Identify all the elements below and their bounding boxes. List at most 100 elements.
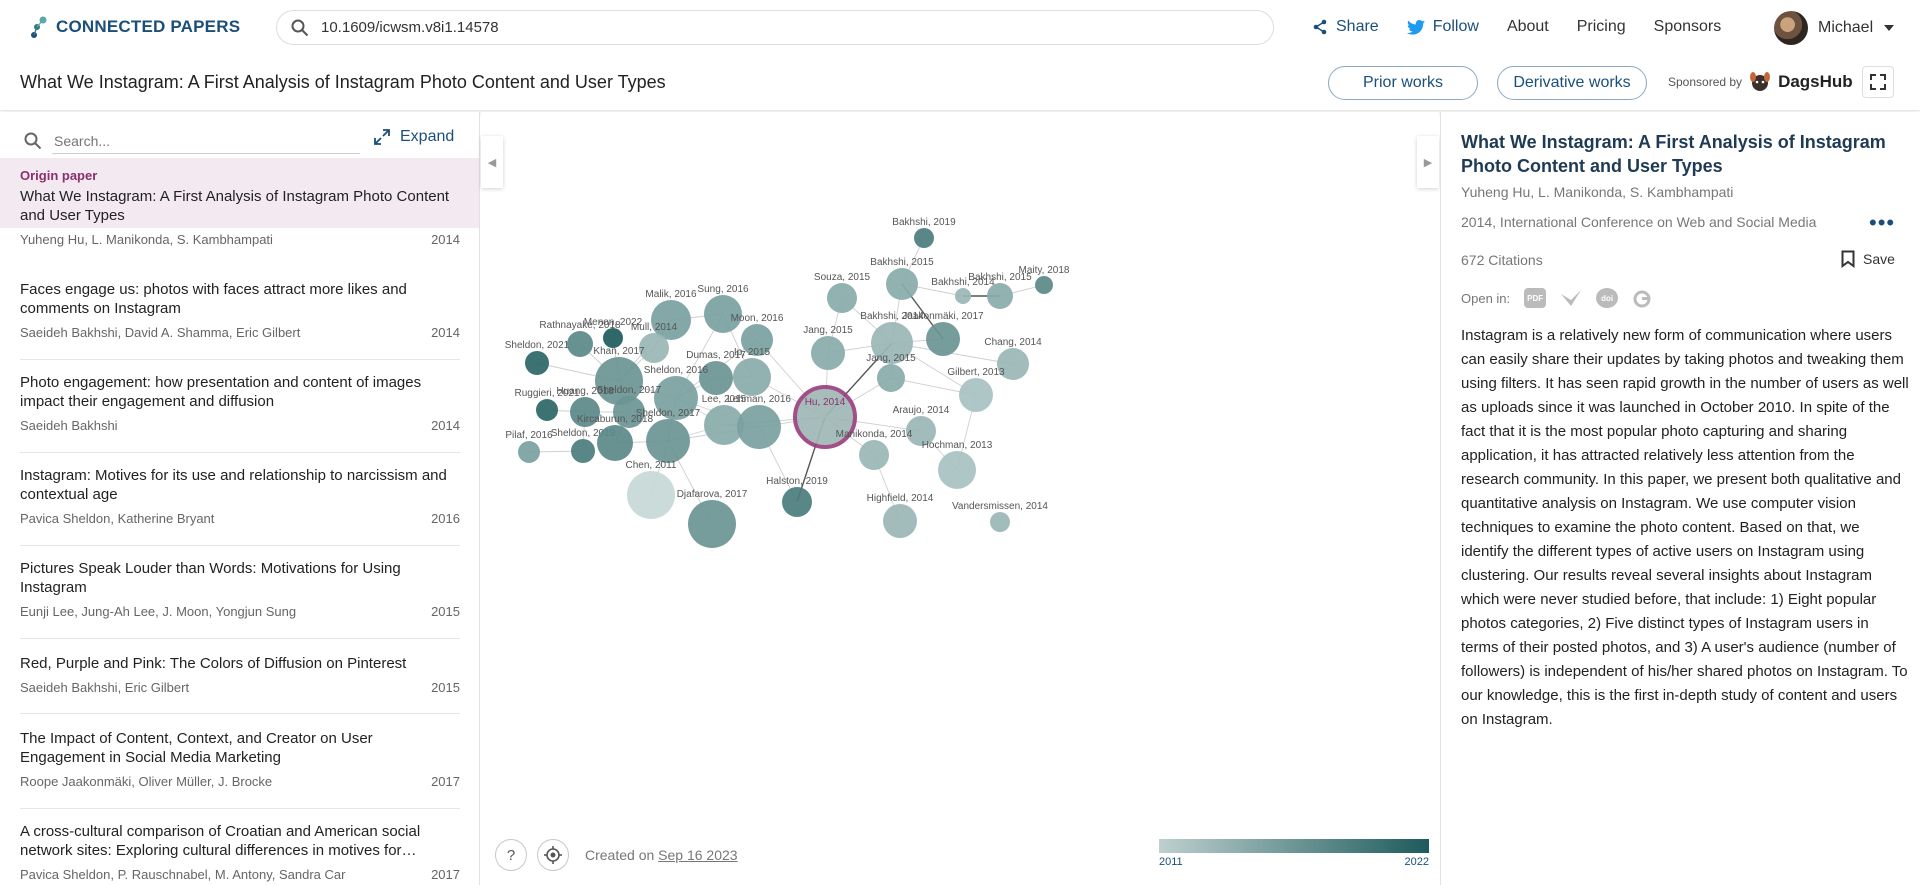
main-search-box[interactable]	[276, 10, 1274, 45]
doi-icon[interactable]: doi	[1596, 288, 1619, 308]
created-on-text: Created on Sep 16 2023	[585, 847, 738, 863]
user-menu[interactable]: Michael	[1774, 11, 1895, 45]
collapse-right-button[interactable]: ▶	[1417, 136, 1439, 188]
main-search-input[interactable]	[321, 19, 1221, 36]
created-date-link[interactable]: Sep 16 2023	[658, 847, 738, 863]
paper-node[interactable]	[613, 396, 645, 428]
user-name: Michael	[1818, 19, 1874, 36]
connected-papers-logo-icon	[31, 16, 47, 38]
fullscreen-button[interactable]	[1862, 66, 1894, 98]
paper-node[interactable]	[595, 357, 643, 405]
paper-node[interactable]	[1035, 276, 1053, 294]
paper-node[interactable]	[525, 351, 549, 375]
details-title[interactable]: What We Instagram: A First Analysis of I…	[1461, 132, 1886, 176]
paper-node[interactable]	[883, 504, 917, 538]
paper-node[interactable]	[886, 268, 918, 300]
node-label: Huang, 2018	[556, 386, 614, 397]
list-item[interactable]: A cross-cultural comparison of Croatian …	[0, 822, 479, 882]
paper-node[interactable]	[518, 441, 540, 463]
paper-node[interactable]	[570, 397, 600, 427]
list-item[interactable]: Faces engage us: photos with faces attra…	[0, 280, 479, 340]
list-search[interactable]	[24, 124, 364, 158]
citation-graph-area[interactable]: ◀ ▶ Hu, 2014 Bakhshi, 2019 Bakhshi, 2015 Ba…	[481, 112, 1439, 885]
paper-meta: Pavica Sheldon, P. Rauschnabel, M. Anton…	[20, 867, 460, 882]
paper-node[interactable]	[938, 451, 976, 489]
paper-node[interactable]	[741, 324, 773, 356]
node-label: Sheldon, 2017	[597, 385, 662, 396]
paper-node[interactable]	[646, 419, 690, 463]
paper-node[interactable]	[906, 416, 936, 446]
paper-node[interactable]	[704, 295, 742, 333]
paper-node[interactable]	[997, 348, 1029, 380]
list-item[interactable]: The Impact of Content, Context, and Crea…	[0, 729, 479, 789]
graph-footer: ? Created on Sep 16 2023	[495, 839, 738, 871]
share-icon	[1313, 19, 1327, 35]
expand-button[interactable]: Expand	[374, 128, 454, 146]
paper-node[interactable]	[639, 333, 669, 363]
save-button[interactable]: Save	[1841, 250, 1895, 268]
list-item[interactable]: Pictures Speak Louder than Words: Motiva…	[0, 559, 479, 619]
paper-title: Faces engage us: photos with faces attra…	[20, 281, 407, 317]
help-button[interactable]: ?	[495, 839, 527, 871]
google-scholar-icon[interactable]	[1632, 288, 1652, 308]
paper-node[interactable]	[959, 378, 993, 412]
paper-node[interactable]	[811, 336, 845, 370]
paper-node[interactable]	[651, 300, 691, 340]
sponsor-badge[interactable]: Sponsored by DagsHub	[1668, 71, 1853, 93]
paper-node[interactable]	[654, 376, 698, 420]
paper-node[interactable]	[688, 500, 736, 548]
origin-paper-node[interactable]	[793, 385, 857, 449]
share-button[interactable]: Share	[1312, 18, 1379, 36]
list-item[interactable]: Red, Purple and Pink: The Colors of Diff…	[0, 654, 479, 695]
list-item[interactable]: Instagram: Motives for its use and relat…	[0, 466, 479, 526]
node-label: Malik, 2016	[645, 289, 697, 300]
paper-meta: Saeideh Bakhshi 2014	[20, 418, 460, 433]
paper-node[interactable]	[827, 283, 857, 313]
paper-node[interactable]	[877, 364, 905, 392]
paper-title: What We Instagram: A First Analysis of I…	[20, 188, 450, 224]
paper-node[interactable]	[737, 405, 781, 449]
about-link[interactable]: About	[1506, 18, 1549, 35]
paper-node[interactable]	[597, 425, 633, 461]
collapse-left-button[interactable]: ◀	[481, 136, 503, 188]
paper-node[interactable]	[627, 471, 675, 519]
paper-node[interactable]	[926, 322, 960, 356]
origin-paper-item[interactable]: Origin paper What We Instagram: A First …	[0, 158, 479, 247]
node-label: Gilbert, 2013	[947, 367, 1005, 378]
paper-authors: Roope Jaakonmäki, Oliver Müller, J. Broc…	[20, 774, 273, 789]
follow-button[interactable]: Follow	[1406, 18, 1479, 36]
paper-node[interactable]	[603, 328, 623, 348]
paper-node[interactable]	[914, 228, 934, 248]
paper-node[interactable]	[990, 512, 1010, 532]
paper-node[interactable]	[955, 288, 971, 304]
paper-node[interactable]	[699, 361, 733, 395]
paper-node[interactable]	[571, 439, 595, 463]
paper-node[interactable]	[704, 405, 744, 445]
paper-year: 2017	[431, 774, 460, 789]
prior-works-button[interactable]: Prior works	[1328, 66, 1478, 100]
expand-icon	[374, 129, 390, 145]
paper-node[interactable]	[782, 487, 812, 517]
paper-node[interactable]	[733, 358, 771, 396]
sponsors-link[interactable]: Sponsors	[1653, 18, 1722, 35]
node-label: Hu, 2014	[805, 397, 846, 408]
semantic-scholar-icon[interactable]	[1560, 288, 1582, 308]
paper-meta: Yuheng Hu, L. Manikonda, S. Kambhampati 2…	[20, 232, 460, 247]
paper-node[interactable]	[567, 331, 593, 357]
more-options-button[interactable]: •••	[1869, 210, 1896, 235]
node-label: Jang, 2015	[866, 353, 916, 364]
pricing-link[interactable]: Pricing	[1576, 18, 1626, 35]
list-search-input[interactable]	[52, 128, 360, 154]
paper-node[interactable]	[871, 322, 913, 364]
derivative-works-button[interactable]: Derivative works	[1497, 66, 1647, 100]
paper-node[interactable]	[536, 399, 558, 421]
paper-node[interactable]	[859, 440, 889, 470]
recenter-button[interactable]	[537, 839, 569, 871]
node-label: Halston, 2019	[766, 476, 828, 487]
brand-logo[interactable]: CONNECTED PAPERS	[30, 15, 240, 39]
paper-node[interactable]	[987, 283, 1013, 309]
list-item[interactable]: Photo engagement: how presentation and c…	[0, 373, 479, 433]
pdf-icon[interactable]: PDF	[1524, 288, 1547, 308]
sponsor-name: DagsHub	[1778, 72, 1853, 91]
